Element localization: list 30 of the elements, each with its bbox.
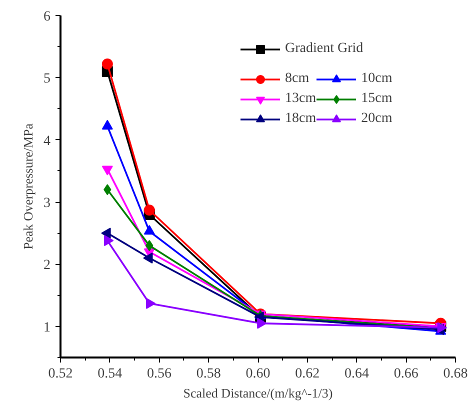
point — [101, 228, 111, 239]
legend-label: 15cm — [361, 90, 392, 108]
x-tick-label: 0.68 — [443, 366, 468, 382]
point — [102, 58, 113, 70]
legend-label: 10cm — [361, 70, 392, 88]
point — [143, 252, 153, 264]
x-tick-label: 0.58 — [196, 366, 221, 382]
legend-label: 8cm — [285, 70, 310, 88]
legend-label: Gradient Grid — [285, 40, 364, 58]
point — [102, 166, 113, 176]
x-tick-label: 0.56 — [147, 366, 172, 382]
legend-label: 20cm — [361, 110, 392, 128]
y-tick-label: 1 — [44, 320, 50, 336]
x-tick-label: 0.66 — [394, 366, 418, 382]
y-tick-label: 4 — [44, 134, 50, 149]
y-tick-label: 5 — [44, 72, 50, 87]
legend-label: 13cm — [285, 90, 316, 108]
x-tick-label: 0.52 — [48, 366, 73, 382]
y-axis-title: Peak Overpressure/MPa — [20, 123, 36, 250]
x-tick-label: 0.64 — [344, 366, 369, 382]
x-tick-label: 0.54 — [98, 366, 122, 382]
y-tick-label: 3 — [44, 196, 50, 212]
x-tick-label: 0.62 — [295, 366, 320, 382]
point — [102, 120, 113, 130]
point — [144, 204, 155, 216]
x-axis-title: Scaled Distance/(m/kg^-1/3) — [183, 386, 333, 400]
y-tick-label: 6 — [44, 10, 50, 24]
legend-label: 18cm — [285, 110, 316, 128]
x-tick-label: 0.60 — [246, 366, 270, 382]
y-tick-label: 2 — [44, 258, 50, 274]
